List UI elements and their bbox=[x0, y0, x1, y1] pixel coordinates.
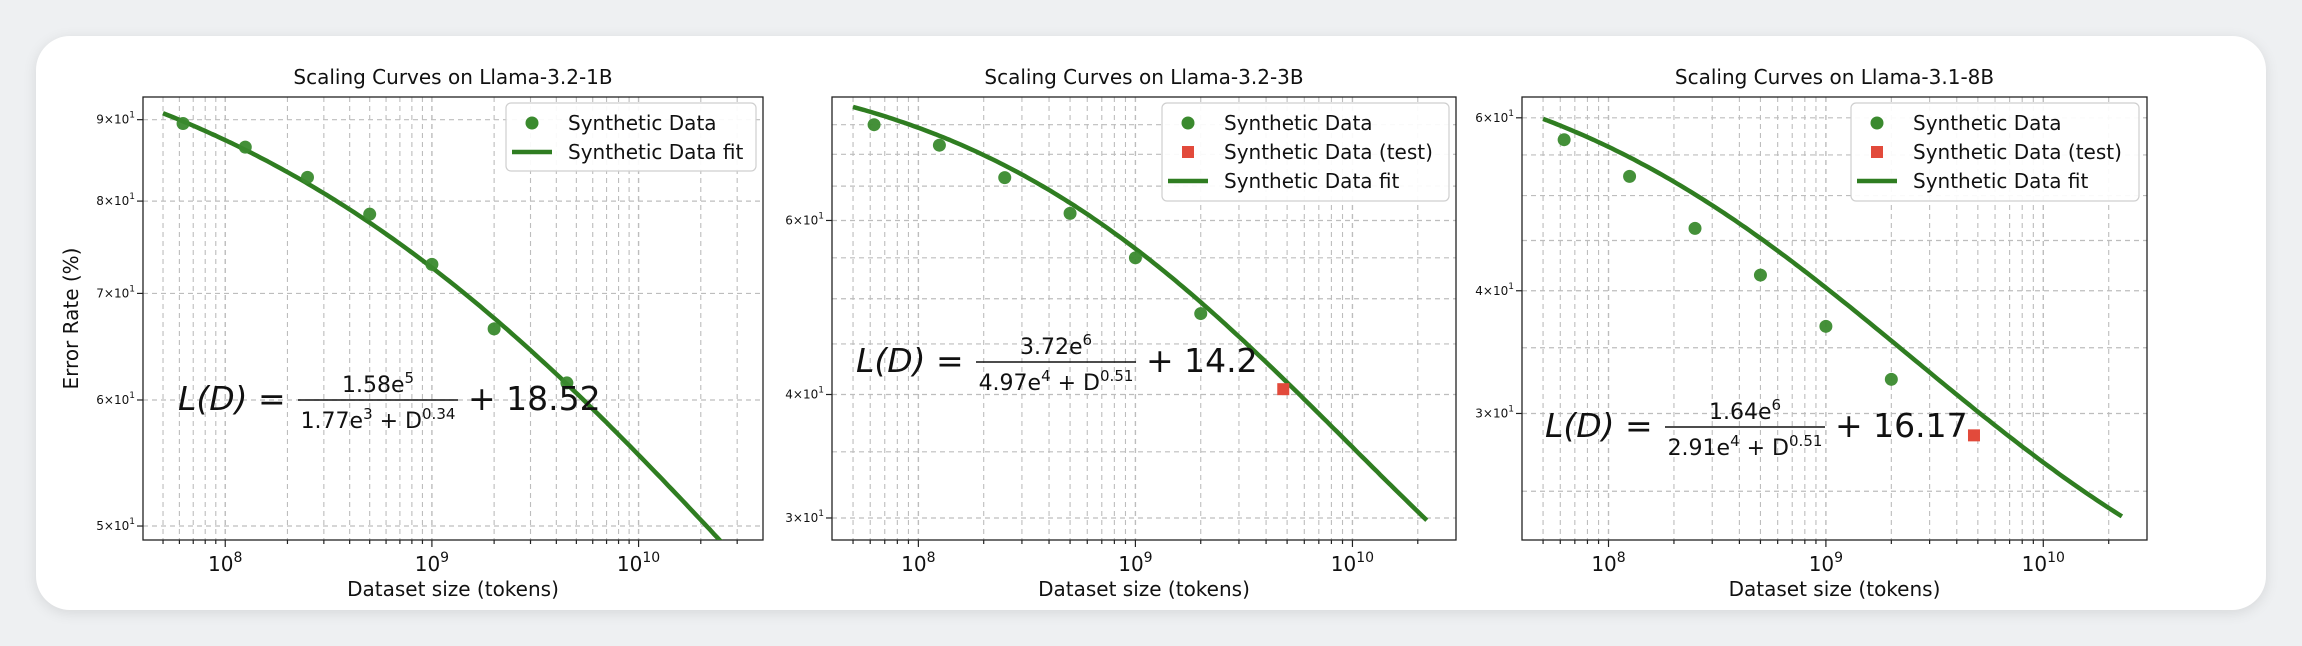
y-tick-label: 4×101 bbox=[785, 386, 824, 402]
legend-label: Synthetic Data fit bbox=[1913, 169, 2088, 193]
chart-panel-2: 108 109 1010 3×101 4×101 6×101 Scaling Curves … bbox=[785, 65, 1457, 601]
x-tick-label: 108 bbox=[208, 550, 242, 576]
y-tick-label: 5×101 bbox=[96, 517, 135, 533]
equation-rhs: + 16.17 bbox=[1835, 406, 1968, 445]
equation-numerator: 1.64e6 bbox=[1709, 396, 1781, 425]
data-point bbox=[1688, 221, 1702, 235]
y-tick-label: 3×101 bbox=[1475, 404, 1514, 420]
equation-denominator: 1.77e3 + D0.34 bbox=[301, 405, 456, 434]
legend-label: Synthetic Data fit bbox=[568, 140, 743, 164]
legend: Synthetic Data Synthetic Data fit bbox=[505, 102, 757, 172]
legend-marker-square bbox=[1182, 146, 1194, 158]
y-tick-label: 4×101 bbox=[1475, 282, 1514, 298]
y-tick-label: 9×101 bbox=[96, 111, 135, 127]
data-point bbox=[1557, 133, 1571, 147]
x-tick-label: 1010 bbox=[2022, 550, 2065, 576]
equation-lhs: L(D) = bbox=[856, 341, 964, 380]
data-point bbox=[867, 118, 881, 132]
chart-panel-1: 108 109 1010 5×101 6×101 7×101 8×101 9×101 Scali… bbox=[59, 65, 764, 601]
data-point bbox=[1063, 206, 1077, 220]
legend-box bbox=[1850, 102, 2140, 202]
fit-equation: L(D) = 1.64e6 2.91e4 + D0.51 + 16.17 bbox=[1545, 396, 1968, 461]
fit-equation: L(D) = 3.72e6 4.97e4 + D0.51 + 14.2 bbox=[856, 331, 1258, 396]
data-point bbox=[1194, 307, 1208, 321]
data-point bbox=[560, 376, 574, 390]
axes-frame bbox=[1521, 96, 2148, 541]
legend-label: Synthetic Data bbox=[1224, 111, 1373, 135]
legend-marker-circle bbox=[525, 116, 539, 130]
legend: Synthetic Data Synthetic Data (test) Synth… bbox=[1850, 102, 2140, 202]
equation-lhs: L(D) = bbox=[178, 379, 286, 418]
equation-numerator: 3.72e6 bbox=[1020, 331, 1092, 360]
legend-label: Synthetic Data (test) bbox=[1913, 140, 2122, 164]
x-tick-label: 109 bbox=[1809, 550, 1843, 576]
data-point bbox=[425, 257, 439, 271]
legend: Synthetic Data Synthetic Data (test) Synth… bbox=[1161, 102, 1450, 202]
y-tick-label: 6×101 bbox=[785, 211, 824, 227]
data-point bbox=[1128, 251, 1142, 265]
data-point bbox=[1819, 319, 1833, 333]
y-tick-label: 6×101 bbox=[96, 391, 135, 407]
data-point bbox=[998, 171, 1012, 185]
fit-curve bbox=[162, 111, 723, 540]
data-point bbox=[1884, 372, 1898, 386]
legend-label: Synthetic Data fit bbox=[1224, 169, 1399, 193]
chart-title: Scaling Curves on Llama-3.1-8B bbox=[1675, 65, 1994, 89]
data-point bbox=[300, 170, 314, 184]
legend-marker-circle bbox=[1181, 116, 1195, 130]
test-data-point bbox=[1967, 429, 1980, 442]
data-point bbox=[238, 140, 252, 154]
x-tick-label: 1010 bbox=[617, 550, 660, 576]
legend-box bbox=[1161, 102, 1450, 202]
chart-panel-3: 108 109 1010 3×101 4×101 6×101 Scaling Curves … bbox=[1475, 65, 2148, 601]
x-tick-label: 108 bbox=[1591, 550, 1625, 576]
data-point bbox=[1623, 169, 1637, 183]
data-point bbox=[363, 207, 377, 221]
equation-numerator: 1.58e5 bbox=[342, 369, 414, 398]
x-axis-label: Dataset size (tokens) bbox=[1038, 577, 1250, 601]
fit-curve bbox=[852, 104, 1429, 522]
fit-equation: L(D) = 1.58e5 1.77e3 + D0.34 + 18.52 bbox=[178, 369, 601, 434]
data-point bbox=[176, 117, 190, 131]
equation-denominator: 2.91e4 + D0.51 bbox=[1668, 432, 1823, 461]
axes-frame bbox=[831, 96, 1457, 541]
y-tick-label: 7×101 bbox=[96, 284, 135, 300]
equation-lhs: L(D) = bbox=[1545, 406, 1653, 445]
x-axis-label: Dataset size (tokens) bbox=[1729, 577, 1941, 601]
axes-frame bbox=[142, 96, 764, 541]
y-tick-label: 6×101 bbox=[1475, 109, 1514, 125]
legend-label: Synthetic Data bbox=[568, 111, 717, 135]
test-data-point bbox=[1277, 383, 1290, 396]
equation-rhs: + 14.2 bbox=[1146, 341, 1258, 380]
data-point bbox=[932, 138, 946, 152]
legend-marker-circle bbox=[1870, 116, 1884, 130]
chart-title: Scaling Curves on Llama-3.2-3B bbox=[984, 65, 1303, 89]
equation-rhs: + 18.52 bbox=[468, 379, 601, 418]
x-tick-label: 108 bbox=[901, 550, 935, 576]
legend-label: Synthetic Data (test) bbox=[1224, 140, 1433, 164]
x-tick-label: 109 bbox=[1118, 550, 1152, 576]
equation-denominator: 4.97e4 + D0.51 bbox=[979, 367, 1134, 396]
legend-box bbox=[505, 102, 757, 172]
legend-label: Synthetic Data bbox=[1913, 111, 2062, 135]
data-point bbox=[487, 322, 501, 336]
data-point bbox=[1753, 268, 1767, 282]
legend-marker-square bbox=[1871, 146, 1883, 158]
y-tick-label: 3×101 bbox=[785, 509, 824, 525]
x-tick-label: 1010 bbox=[1331, 550, 1374, 576]
x-axis-label: Dataset size (tokens) bbox=[347, 577, 559, 601]
x-tick-label: 109 bbox=[415, 550, 449, 576]
chart-title: Scaling Curves on Llama-3.2-1B bbox=[293, 65, 612, 89]
y-axis-label: Error Rate (%) bbox=[59, 248, 83, 390]
y-tick-label: 8×101 bbox=[96, 192, 135, 208]
fit-curve bbox=[1542, 116, 2124, 519]
